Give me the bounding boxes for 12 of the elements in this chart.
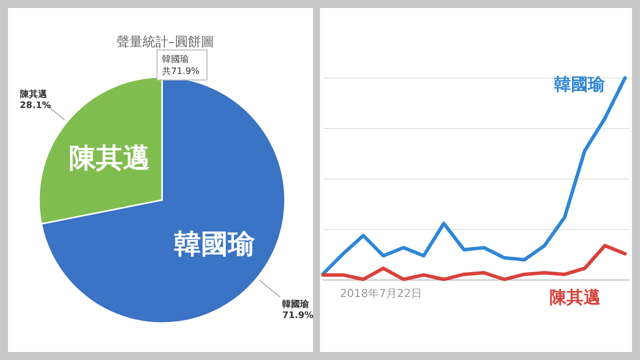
text: 2018年7月22日	[340, 287, 422, 300]
slice-label: 陳其邁	[20, 88, 48, 100]
data-label: 71.9%	[282, 311, 314, 322]
slice-label: 陳其邁	[69, 143, 150, 174]
slice-label: 韓國瑜	[174, 228, 255, 260]
slice-label: 韓國瑜	[282, 299, 310, 310]
data-label: 28.1%	[20, 100, 52, 111]
text: 韓國瑜	[162, 54, 189, 65]
text: 共71.9%	[162, 66, 200, 77]
series-label: 陳其邁	[550, 288, 600, 308]
series-label: 韓國瑜	[554, 75, 606, 95]
chart-title: 聲量統計–圓餅圖	[116, 35, 214, 50]
